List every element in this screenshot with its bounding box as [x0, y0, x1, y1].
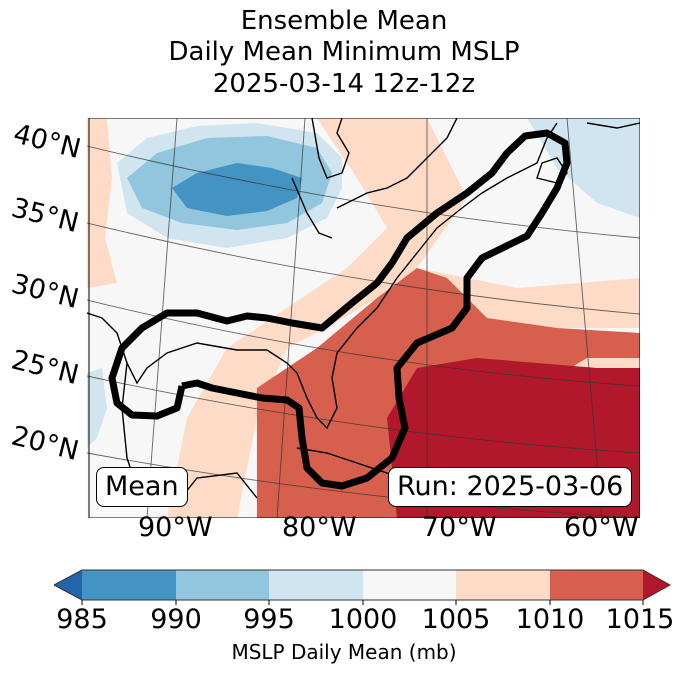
- title-line-2: Daily Mean Minimum MSLP: [168, 37, 520, 67]
- mslp-map: [87, 118, 640, 518]
- colorbar-bin-995-1000: [269, 570, 363, 600]
- map-frame: [88, 118, 640, 518]
- lat-label-30n: 30°N: [8, 268, 82, 316]
- lon-label-90w: 90°W: [138, 512, 213, 543]
- lat-label-25n: 25°N: [8, 344, 82, 392]
- meridian-80w: [276, 118, 306, 518]
- title-line-3: 2025-03-14 12z-12z: [212, 69, 476, 99]
- colorbar-tick-985: 985: [56, 604, 108, 635]
- title-line-1: Ensemble Mean: [240, 6, 448, 36]
- colorbar-bin-1010-1015: [550, 570, 643, 600]
- region-995-1000-east: [527, 118, 640, 218]
- colorbar-under-extend: [54, 570, 82, 600]
- parallel-35n: [87, 222, 640, 315]
- colorbar-tick-marks: [81, 600, 644, 605]
- colorbar-bin-985-990: [82, 570, 176, 600]
- parallel-40n: [87, 145, 640, 239]
- colorbar-bin-1005-1010: [456, 570, 550, 600]
- colorbar-label: MSLP Daily Mean (mb): [231, 640, 457, 664]
- run-label-box: Run: 2025-03-06: [388, 467, 633, 507]
- region-1005-1010: [87, 118, 640, 518]
- lon-label-80w: 80°W: [282, 512, 357, 543]
- colorbar-over-extend: [643, 570, 670, 600]
- colorbar-tick-995: 995: [243, 604, 295, 635]
- region-995-1000-west: [87, 368, 107, 448]
- colorbar-tick-1010: 1010: [515, 604, 585, 635]
- lat-label-40n: 40°N: [10, 118, 84, 166]
- meridian-60w: [566, 118, 603, 518]
- parallel-25n: [87, 375, 640, 454]
- lon-label-60w: 60°W: [564, 512, 639, 543]
- colorbar-bin-1000-1005: [363, 570, 456, 600]
- region-985-990: [172, 163, 302, 216]
- parallel-20n: [87, 452, 640, 518]
- colorbar: [54, 569, 672, 605]
- colorbar-tick-990: 990: [150, 604, 202, 635]
- colorbar-bin-990-995: [176, 570, 269, 600]
- colorbar-tick-1015: 1015: [605, 604, 675, 635]
- mean-label-box: Mean: [96, 467, 188, 507]
- lon-label-70w: 70°W: [422, 512, 497, 543]
- colorbar-tick-1000: 1000: [328, 604, 398, 635]
- lat-label-20n: 20°N: [8, 420, 82, 468]
- lat-label-35n: 35°N: [8, 192, 82, 240]
- colorbar-tick-1005: 1005: [421, 604, 491, 635]
- contour-outline: [108, 129, 571, 490]
